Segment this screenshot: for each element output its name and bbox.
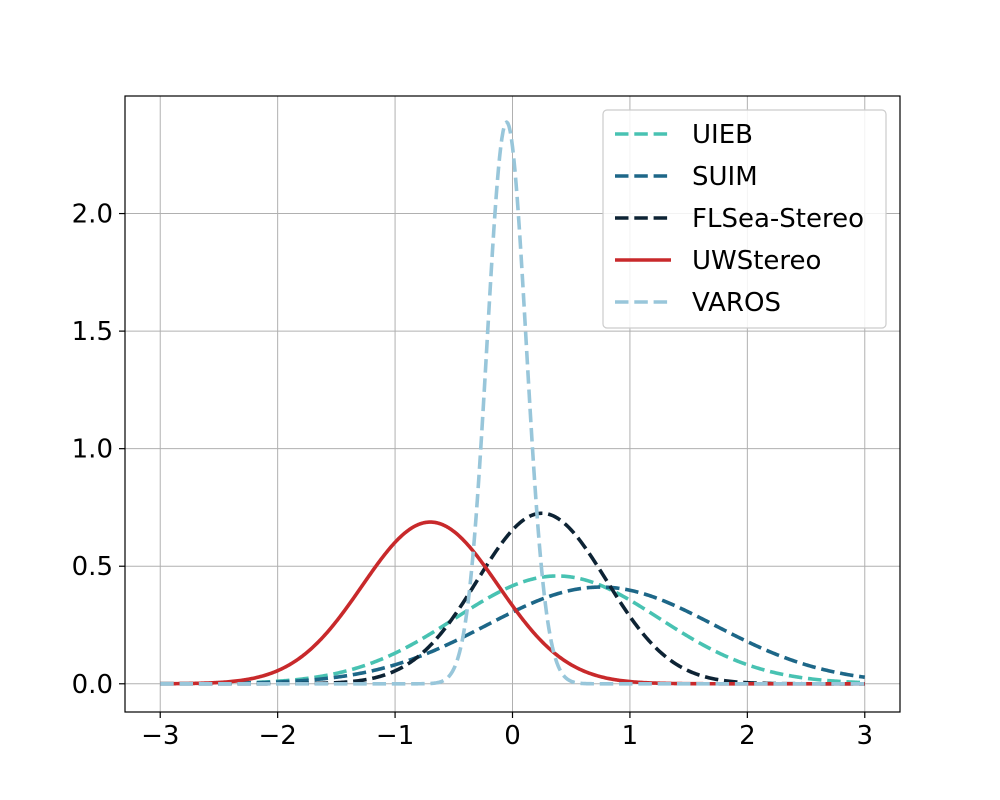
x-tick-label: 2 <box>739 721 756 751</box>
y-tick-label: 1.5 <box>72 317 113 347</box>
x-tick-label: −2 <box>258 721 296 751</box>
grid <box>125 96 900 712</box>
y-tick-label: 2.0 <box>72 200 113 230</box>
series-line-varos <box>159 120 866 686</box>
legend-label-uwstereo: UWStereo <box>692 246 821 276</box>
legend-label-flsea-stereo: FLSea-Stereo <box>692 204 864 234</box>
y-tick-label: 0.5 <box>72 552 113 582</box>
legend-box <box>602 109 887 329</box>
x-tick-label: 3 <box>856 721 873 751</box>
y-tick-label: 0.0 <box>72 670 113 700</box>
legend-label-uieb: UIEB <box>692 120 753 150</box>
x-tick-label: −1 <box>376 721 414 751</box>
x-tick-label: 0 <box>504 721 521 751</box>
x-tick-label: 1 <box>622 721 639 751</box>
axis-ticks: −3 −2 −1 0 1 2 3 0.0 0.5 1.0 1.5 2.0 <box>72 200 873 751</box>
series-lines <box>159 120 866 686</box>
legend: UIEB SUIM FLSea-Stereo UWStereo VAROS <box>602 109 887 329</box>
y-tick-label: 1.0 <box>72 435 113 465</box>
legend-label-suim: SUIM <box>692 162 758 192</box>
x-tick-label: −3 <box>141 721 179 751</box>
legend-label-varos: VAROS <box>692 288 781 318</box>
